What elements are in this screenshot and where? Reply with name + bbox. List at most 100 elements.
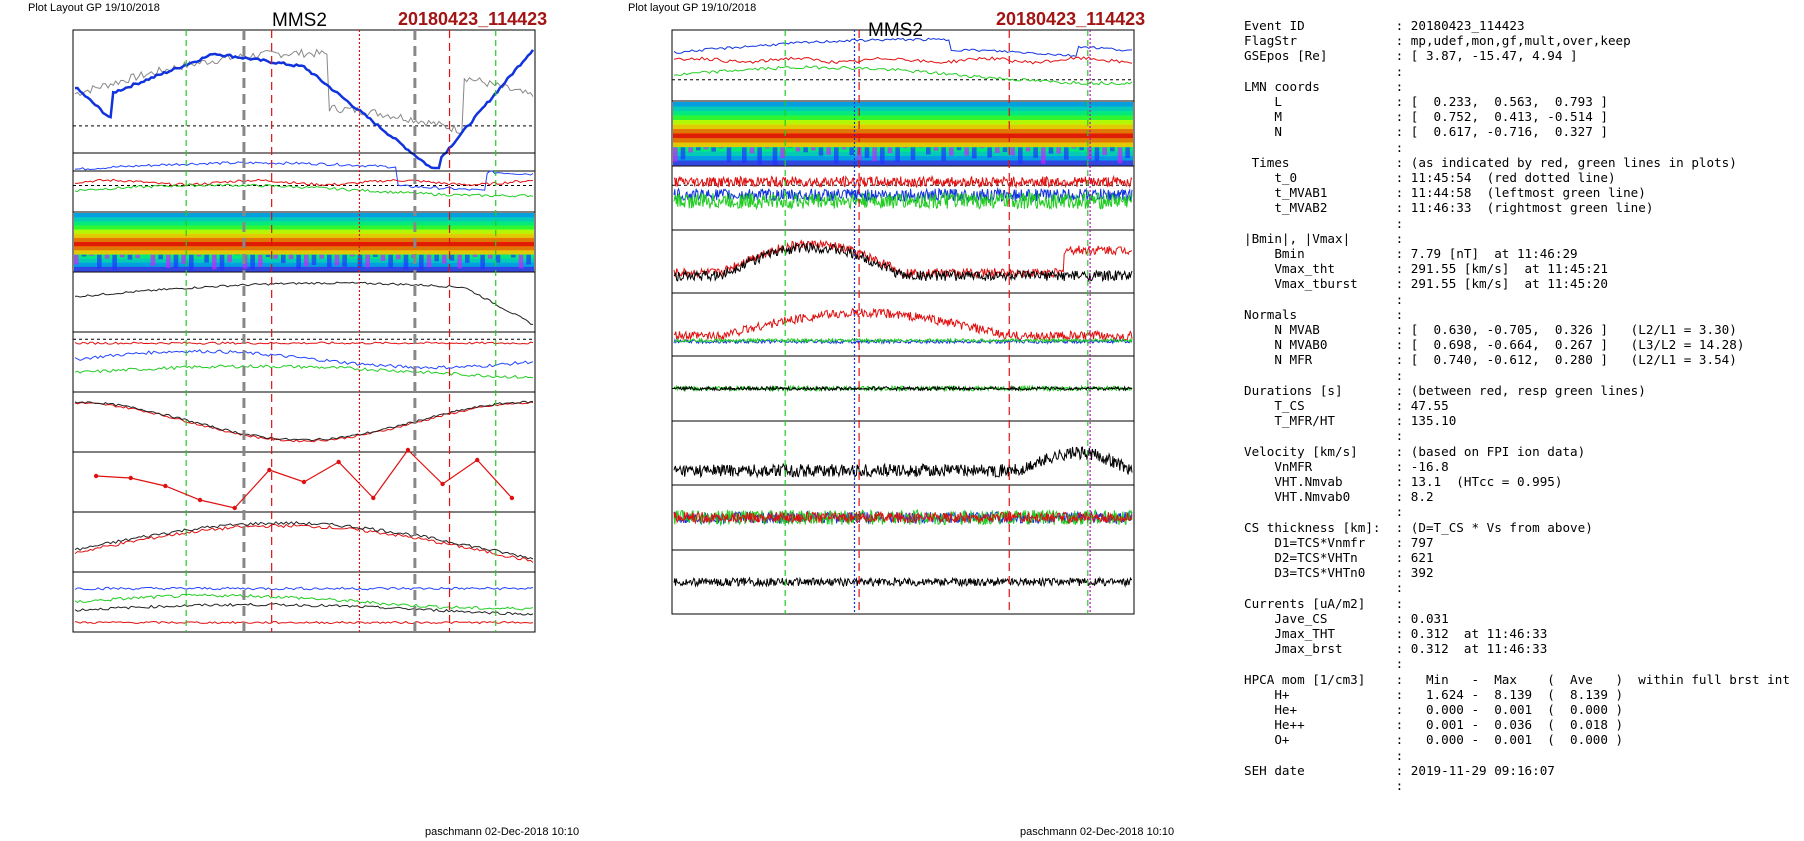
info-line: Times : (as indicated by red, green line…: [1244, 154, 1737, 170]
middle-plot-stack: [671, 29, 1135, 615]
spectrogram-band: [74, 221, 534, 226]
spectrogram-noise: [135, 254, 140, 259]
series-line: [673, 576, 1133, 588]
info-line: Jmax_THT : 0.312 at 11:46:33: [1244, 626, 1548, 641]
info-line: :: [1244, 428, 1404, 444]
plot-frame: [671, 549, 1135, 615]
spectrogram-noise: [826, 147, 831, 155]
series-line: [74, 401, 534, 443]
info-line: :: [1244, 63, 1404, 79]
spectrogram-noise: [680, 147, 686, 160]
spectrogram-noise: [987, 147, 992, 158]
series-line: [74, 349, 534, 370]
spectrogram-noise: [265, 254, 271, 258]
info-line: GSEpos [Re] : [ 3.87, -15.47, 4.94 ]: [1244, 48, 1578, 64]
series-line: [673, 508, 1133, 527]
spectrogram-noise: [204, 254, 209, 263]
middle-event-title: 20180423_114423: [996, 9, 1145, 29]
spectrogram-noise: [189, 254, 194, 271]
spectrogram-band: [74, 250, 534, 255]
info-line: D3=TCS*VHTn0 : 392: [1244, 565, 1434, 581]
info-line: Velocity [km/s] : (based on FPI ion data…: [1244, 443, 1586, 459]
series-line: [74, 48, 534, 134]
spectrogram-noise: [472, 254, 478, 257]
spectrogram-band: [673, 115, 1133, 121]
spectrogram-noise: [288, 254, 294, 260]
spectrogram-noise: [696, 147, 701, 151]
series-line: [74, 602, 534, 616]
info-line: M : [ 0.752, 0.413, -0.514 ]: [1244, 109, 1608, 125]
spectrogram-noise: [795, 147, 801, 152]
spectrogram-band: [74, 213, 534, 218]
spectrogram-noise: [419, 254, 424, 270]
spectrogram-noise: [120, 254, 125, 258]
spectrogram-noise: [818, 147, 824, 156]
spectrogram-noise: [518, 254, 524, 269]
spectrogram-noise: [196, 254, 202, 257]
info-line: N : [ 0.617, -0.716, 0.327 ]: [1244, 124, 1608, 140]
spectrogram-band: [673, 160, 1133, 166]
spectrogram-noise: [342, 254, 347, 267]
spectrogram-noise: [941, 147, 946, 161]
series-line: [74, 620, 534, 625]
spectrogram-band: [74, 225, 534, 231]
spectrogram-noise: [1117, 147, 1123, 164]
spectrogram-noise: [426, 254, 432, 268]
info-line: t_0 : 11:45:54 (red dotted line): [1244, 170, 1616, 185]
info-line: :: [1244, 291, 1404, 307]
spectrogram-noise: [181, 254, 186, 264]
spectrogram-noise: [872, 147, 877, 162]
series-line: [74, 593, 534, 611]
spectrogram-noise: [1056, 147, 1061, 154]
series-line: [673, 174, 1133, 189]
spectrogram-noise: [480, 254, 485, 270]
spectrogram-band: [673, 111, 1133, 116]
spectrogram-noise: [1010, 147, 1015, 156]
info-line: t_MVAB1 : 11:44:58 (leftmost green line): [1244, 185, 1646, 201]
spectrogram-noise: [434, 254, 439, 262]
plot-frame: [72, 391, 536, 453]
spectrogram-noise: [742, 147, 747, 163]
info-line: CS thickness [km]: : (D=T_CS * Vs from a…: [1244, 519, 1593, 535]
spectrogram-noise: [334, 254, 340, 266]
series-line: [673, 307, 1133, 343]
spectrogram-band: [673, 133, 1133, 139]
info-line: :: [1244, 367, 1404, 383]
spectrogram-noise: [1071, 147, 1077, 149]
spectrogram-noise: [74, 254, 79, 265]
spectrogram-noise: [365, 254, 370, 268]
spectrogram-noise: [972, 147, 977, 159]
series-line: [74, 183, 534, 198]
spectrogram-band: [673, 124, 1133, 130]
spectrogram-noise: [403, 254, 409, 270]
series-line: [673, 385, 1133, 393]
spectrogram-noise: [803, 147, 808, 153]
spectrogram-noise: [1102, 147, 1107, 156]
spectrogram-noise: [304, 254, 309, 267]
spectrogram-noise: [956, 147, 962, 151]
spectrogram-noise: [887, 147, 893, 154]
spectrogram-band: [673, 129, 1133, 134]
plot-frame: [671, 292, 1135, 357]
info-line: VHT.Nmvab : 13.1 (HTcc = 0.995): [1244, 474, 1563, 489]
spectrogram-noise: [910, 147, 916, 160]
spectrogram-noise: [1110, 147, 1115, 152]
spectrogram-noise: [711, 147, 716, 152]
spectrogram-band: [673, 156, 1133, 161]
spectrogram-noise: [903, 147, 908, 149]
spectrogram-noise: [350, 254, 355, 257]
info-line: :: [1244, 778, 1404, 793]
info-line: D2=TCS*VHTn : 621: [1244, 550, 1434, 565]
spectrogram-noise: [319, 254, 324, 259]
info-line: D1=TCS*Vnmfr : 797: [1244, 534, 1434, 550]
spectrogram-noise: [673, 147, 678, 162]
spectrogram-noise: [127, 254, 133, 260]
left-header-left: Plot Layout GP 19/10/2018: [28, 2, 160, 14]
series-line: [75, 281, 534, 325]
spectrogram-noise: [373, 254, 378, 257]
series-line: [673, 241, 1133, 283]
spectrogram-band: [74, 237, 534, 243]
spectrogram-noise: [273, 254, 278, 259]
info-line: Event ID : 20180423_114423: [1244, 18, 1525, 33]
